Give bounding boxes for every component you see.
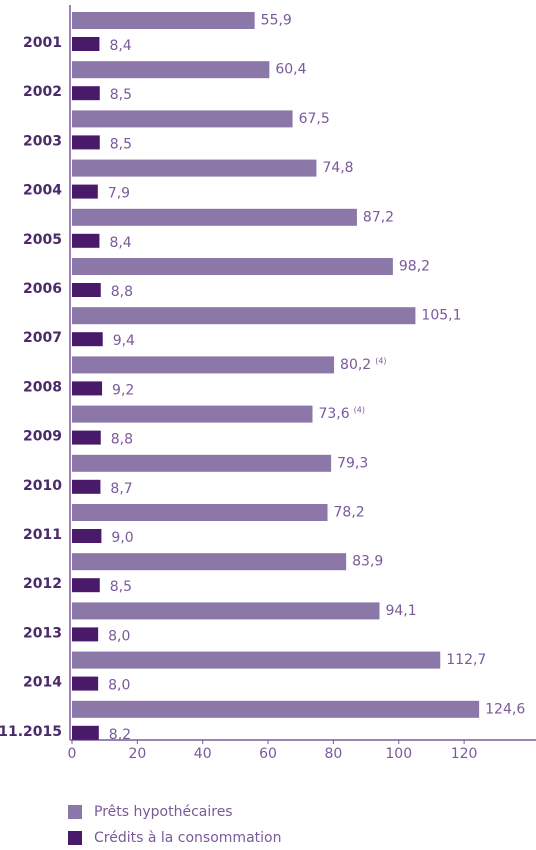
y-tick-label: 2006 — [23, 281, 62, 297]
legend-swatch — [68, 831, 82, 845]
value-label: 87,2 — [363, 209, 394, 225]
bar — [72, 504, 328, 521]
bar — [72, 405, 313, 423]
value-label: 124,6 — [485, 701, 525, 717]
legend-swatch — [68, 805, 82, 819]
footnote-mark: (4) — [354, 406, 365, 415]
value-label: 105,1 — [421, 308, 461, 324]
y-tick-label: 2003 — [23, 133, 62, 149]
value-label: 8,0 — [108, 678, 130, 694]
value-label: 8,8 — [111, 432, 133, 448]
value-label: 74,8 — [322, 160, 353, 176]
value-label: 78,2 — [334, 505, 365, 521]
value-label: 8,5 — [110, 136, 132, 152]
value-label: 112,7 — [446, 652, 486, 668]
y-tick-label: 2013 — [23, 625, 62, 641]
bar — [72, 233, 100, 248]
value-label: 8,4 — [109, 38, 131, 54]
value-label: 55,9 — [261, 13, 292, 29]
bar — [72, 159, 317, 177]
x-tick-label: 20 — [128, 746, 146, 762]
x-tick-label: 80 — [324, 746, 342, 762]
bar — [72, 602, 380, 620]
y-tick-label: 2008 — [23, 379, 62, 395]
value-label: 9,4 — [113, 333, 135, 349]
value-label: 8,8 — [111, 284, 133, 300]
bar — [72, 529, 102, 543]
x-tick-label: 0 — [68, 746, 77, 762]
y-tick-label: 2014 — [23, 675, 62, 691]
footnote-mark: (4) — [375, 356, 386, 365]
value-label: 67,5 — [299, 111, 330, 127]
bar — [72, 208, 357, 226]
bar — [72, 430, 101, 445]
value-label: 8,5 — [110, 579, 132, 595]
value-label: 94,1 — [385, 603, 416, 619]
legend-label: Prêts hypothécaires — [94, 804, 233, 820]
y-tick-label: 2001 — [23, 35, 62, 51]
value-label: 8,5 — [110, 87, 132, 103]
bar — [72, 61, 270, 79]
bar — [72, 356, 335, 374]
x-tick-label: 100 — [385, 746, 412, 762]
value-label: 8,0 — [108, 628, 130, 644]
bar — [72, 578, 100, 593]
bar — [72, 332, 103, 347]
bar — [72, 86, 100, 101]
value-label: 80,2 — [340, 357, 371, 373]
value-label: 8,2 — [109, 727, 131, 743]
y-tick-label: 2010 — [23, 478, 62, 494]
y-tick-label: 2012 — [23, 576, 62, 592]
x-tick-label: 60 — [259, 746, 277, 762]
bar — [72, 627, 99, 642]
value-label: 73,6 — [318, 406, 349, 422]
y-tick-label: 2002 — [23, 84, 62, 100]
y-tick-label: 2011 — [23, 527, 62, 543]
bar — [72, 135, 100, 150]
value-label: 98,2 — [399, 259, 430, 275]
bar — [72, 283, 101, 297]
bar — [72, 37, 100, 51]
bar — [72, 258, 393, 275]
bar — [72, 184, 98, 199]
value-label: 8,4 — [109, 235, 131, 251]
value-label: 9,0 — [111, 530, 133, 546]
x-tick-label: 40 — [194, 746, 212, 762]
y-tick-label: 2007 — [23, 330, 62, 346]
bar — [72, 381, 103, 396]
y-tick-label: 11.2015 — [0, 724, 62, 740]
bar — [72, 110, 293, 128]
value-label: 83,9 — [352, 554, 383, 570]
y-tick-label: 2009 — [23, 429, 62, 445]
value-label: 60,4 — [275, 62, 306, 78]
value-label: 79,3 — [337, 455, 368, 471]
value-label: 7,9 — [108, 186, 130, 202]
value-label: 9,2 — [112, 382, 134, 398]
y-tick-label: 2005 — [23, 232, 62, 248]
x-tick-label: 120 — [451, 746, 478, 762]
legend-label: Crédits à la consommation — [94, 830, 281, 846]
bar — [72, 700, 480, 718]
bar — [72, 725, 99, 740]
bar — [72, 454, 332, 472]
bar — [72, 676, 99, 691]
bar — [72, 307, 416, 325]
bar — [72, 12, 255, 29]
bar — [72, 479, 101, 494]
bar — [72, 553, 347, 571]
bar — [72, 651, 441, 669]
y-tick-label: 2004 — [23, 183, 62, 199]
value-label: 8,7 — [110, 481, 132, 497]
